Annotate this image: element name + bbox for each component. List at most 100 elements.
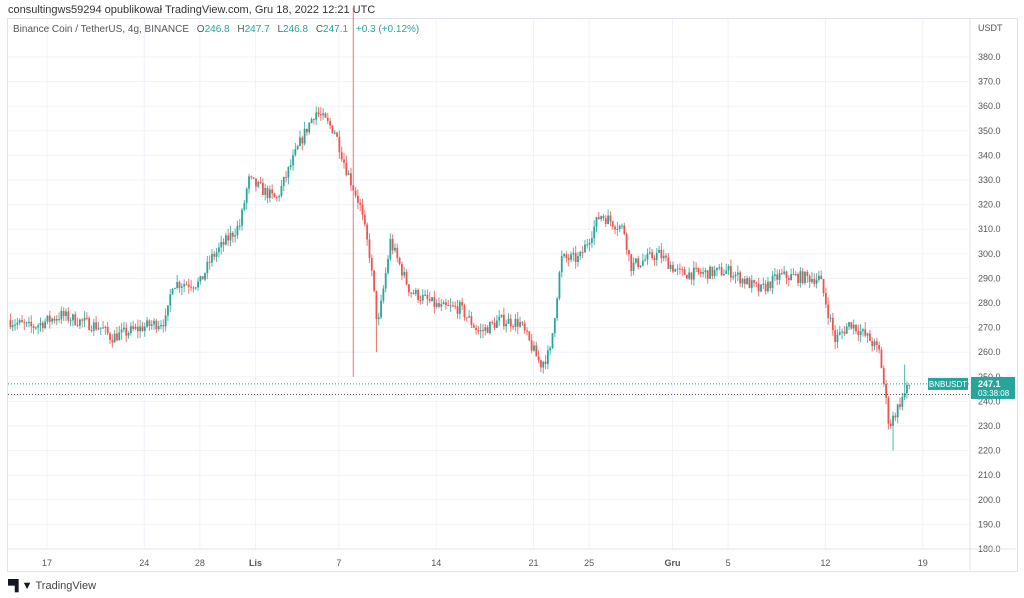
candle-body (871, 340, 874, 347)
candle-body (834, 330, 837, 343)
candle-body (387, 258, 389, 273)
x-tick-label: 21 (528, 558, 538, 568)
candle-body (46, 315, 49, 322)
candle-body (83, 317, 86, 321)
candle-body (389, 238, 392, 259)
candle-body (646, 253, 649, 260)
candle-body (855, 324, 857, 332)
candle-body (273, 193, 276, 198)
candle-body (852, 324, 855, 329)
y-tick-label: 290.0 (978, 273, 1001, 283)
low-label: L (277, 24, 283, 35)
candle-body (618, 225, 621, 230)
candle-body (713, 270, 716, 276)
candle-body (197, 281, 199, 288)
candle-body (426, 294, 429, 300)
candle-body (463, 305, 466, 318)
candle-body (331, 125, 334, 134)
candle-body (783, 271, 786, 274)
candle-body (157, 326, 160, 330)
candle-body (53, 318, 56, 321)
candle-body (106, 326, 109, 334)
candle-body (667, 257, 670, 269)
candle-body (528, 331, 531, 341)
candle-body (604, 218, 607, 224)
candle-body (11, 325, 14, 328)
low-value: 246.8 (283, 24, 309, 35)
candle-body (549, 348, 552, 351)
candle-body (567, 258, 570, 260)
candle-body (621, 225, 623, 227)
candle-body (169, 294, 172, 306)
chart-frame (7, 18, 1018, 572)
candle-body (498, 316, 501, 321)
candle-body (431, 297, 433, 301)
candle-body (134, 326, 137, 329)
candle-body (236, 225, 239, 236)
candle-body (864, 329, 867, 336)
candle-body (51, 318, 53, 322)
candle-body (882, 368, 885, 384)
candle-body (641, 260, 644, 266)
symbol-title[interactable]: Binance Coin / TetherUS, 4g, BINANCE (13, 24, 190, 35)
candle-body (303, 128, 306, 144)
candle-body (139, 326, 142, 332)
candle-body (632, 262, 635, 271)
candle-body (333, 132, 336, 134)
x-tick-label: Gru (664, 558, 680, 568)
candle-body (887, 397, 890, 424)
candle-body (709, 266, 711, 279)
candle-body (732, 276, 735, 278)
x-tick-label: 14 (431, 558, 441, 568)
candle-body (590, 238, 593, 243)
candle-body (899, 404, 901, 407)
candle-body (442, 302, 445, 305)
candle-body (572, 252, 575, 255)
candle-body (356, 195, 359, 203)
candle-body (461, 302, 464, 306)
candle-body (350, 173, 352, 186)
candle-body (486, 327, 489, 334)
y-tick-label: 230.0 (978, 421, 1001, 431)
y-tick-label: 250.0 (978, 372, 1001, 382)
x-tick-label: 17 (42, 558, 52, 568)
candle-body (509, 318, 512, 327)
candle-body (424, 294, 426, 296)
candle-body (354, 190, 357, 196)
candle-body (167, 305, 169, 316)
candle-body (454, 305, 457, 307)
candle-body (85, 317, 88, 319)
symbol-label: BNBUSDT (929, 380, 967, 389)
candle-body (248, 176, 250, 189)
candle-body (681, 269, 684, 271)
candle-body (611, 221, 614, 227)
candle-body (324, 113, 327, 118)
candle-body (493, 322, 496, 328)
candle-body (343, 159, 345, 163)
candle-body (558, 272, 561, 299)
candle-body (614, 226, 616, 230)
candle-body (794, 274, 797, 276)
candle-body (60, 310, 63, 320)
candle-body (540, 360, 542, 368)
candle-body (725, 270, 728, 275)
candle-body (755, 282, 758, 284)
candle-body (405, 272, 408, 285)
y-tick-label: 240.0 (978, 396, 1001, 406)
candle-body (848, 322, 850, 327)
candle-body (806, 271, 809, 276)
candle-body (859, 331, 862, 336)
candle-body (778, 273, 781, 280)
candle-body (767, 281, 769, 292)
candle-body (412, 293, 415, 295)
candle-body (836, 334, 839, 343)
candle-body (204, 273, 206, 280)
candle-body (222, 241, 225, 245)
tradingview-logo[interactable]: ▀▌▼ TradingView (8, 580, 96, 592)
candle-body (660, 249, 663, 259)
candle-body (180, 286, 183, 288)
candle-body (672, 264, 674, 272)
candle-body (655, 252, 658, 260)
candle-body (843, 331, 846, 334)
